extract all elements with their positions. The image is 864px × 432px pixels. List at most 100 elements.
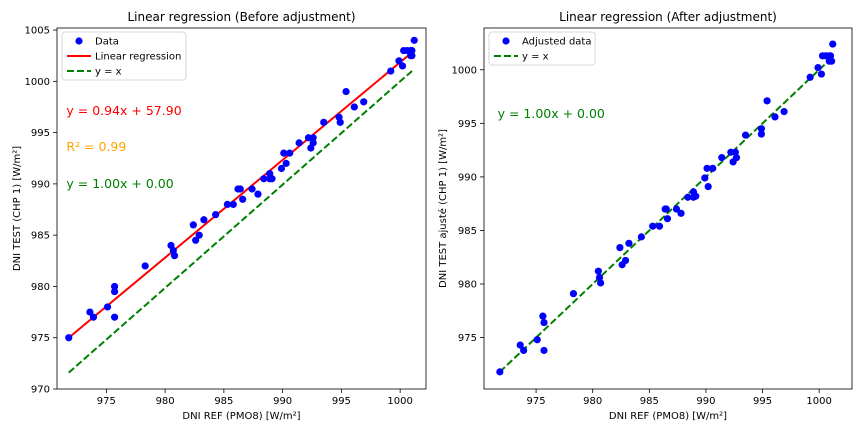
data-point (718, 154, 726, 162)
data-points (65, 36, 418, 342)
data-point (336, 118, 344, 126)
data-point (828, 57, 836, 65)
y-tick-label: 970 (31, 385, 50, 396)
y-tick-label: 975 (458, 333, 477, 344)
data-point (625, 239, 633, 247)
y-tick-label: 995 (31, 128, 50, 139)
data-point (236, 185, 244, 193)
data-point (826, 52, 835, 60)
identity-line (499, 56, 834, 373)
data-point (771, 113, 779, 121)
data-point (663, 215, 672, 223)
series-lines (68, 49, 415, 374)
legend: Data Linear regression y = x (61, 31, 187, 81)
legend-label-data: Data (95, 37, 119, 48)
data-point (192, 236, 200, 244)
data-point (704, 182, 712, 191)
x-tick-label: 990 (696, 396, 715, 407)
data-point (200, 216, 208, 224)
data-point (89, 313, 98, 321)
plot-area (56, 27, 427, 390)
x-tick-label: 990 (273, 396, 292, 407)
data-point (223, 200, 231, 208)
x-axis-label: DNI REF (PMO8) [W/m²] (182, 411, 300, 422)
x-tick-label: 980 (156, 396, 175, 407)
x-tick-label: 975 (97, 396, 116, 407)
data-point (254, 190, 262, 198)
data-point (350, 103, 358, 111)
data-point (398, 62, 407, 70)
equation-annotation: y = 1.00x + 0.00 (66, 176, 173, 191)
equation-annotation: y = 1.00x + 0.00 (498, 106, 605, 121)
data-point (540, 318, 548, 327)
data-point (594, 267, 602, 275)
y-tick-label: 990 (31, 179, 50, 190)
data-point (248, 185, 256, 193)
data-point (295, 139, 303, 147)
data-point (86, 308, 94, 316)
data-point (540, 346, 548, 355)
x-tick-label: 995 (753, 396, 772, 407)
data-point (701, 174, 709, 182)
chart-title: Linear regression (Before adjustment) (127, 10, 355, 24)
data-point (829, 40, 837, 48)
axis-ticks: 975 980 985 990 995 1000 970 975 980 985 990 995 100… (25, 26, 413, 407)
x-tick-label: 1000 (387, 396, 412, 407)
data-point (286, 149, 294, 157)
data-point (763, 97, 771, 105)
chart-before-adjustment: Linear regression (Before adjustment) 97… (12, 10, 427, 422)
data-point (360, 98, 368, 106)
data-point (516, 341, 524, 349)
data-point (268, 175, 276, 183)
data-point (110, 282, 119, 291)
data-points (496, 40, 837, 376)
y-tick-label: 985 (458, 226, 477, 237)
x-tick-label: 995 (332, 396, 351, 407)
data-point (539, 312, 547, 320)
data-point (239, 195, 247, 203)
data-point (277, 164, 286, 173)
y-tick-label: 990 (458, 172, 477, 183)
data-point (408, 52, 416, 60)
y-tick-label: 1000 (25, 77, 50, 88)
legend-marker-adjusted-data (502, 37, 510, 45)
data-point (655, 222, 664, 230)
y-axis-label: DNI TEST ajusté (CHP 1) [W/m²] (437, 129, 449, 288)
data-point (309, 134, 317, 142)
legend-label-identity: y = x (522, 52, 549, 63)
data-point (732, 154, 741, 162)
y-tick-label: 980 (458, 280, 477, 291)
legend-label-regression: Linear regression (95, 52, 181, 63)
data-point (280, 149, 288, 157)
data-point (141, 262, 149, 270)
plot-area (483, 27, 853, 390)
data-point (709, 164, 717, 172)
equation-annotation: y = 0.94x + 57.90 (66, 103, 181, 118)
data-point (320, 118, 328, 126)
data-point (817, 70, 826, 78)
y-tick-label: 985 (31, 231, 50, 242)
data-point (814, 64, 822, 72)
regression-line (68, 49, 415, 339)
x-tick-label: 985 (640, 396, 659, 407)
data-point (595, 273, 604, 282)
x-tick-label: 975 (527, 396, 546, 407)
data-point (672, 205, 681, 213)
data-point (780, 107, 788, 116)
data-point (692, 192, 700, 200)
data-point (103, 303, 112, 311)
data-point (757, 130, 766, 138)
data-point (621, 256, 630, 265)
data-point (703, 164, 711, 172)
data-point (342, 87, 350, 96)
data-point (110, 313, 119, 321)
data-point (741, 131, 750, 139)
data-point (496, 368, 504, 376)
y-tick-label: 975 (31, 333, 50, 344)
data-point (597, 279, 605, 287)
data-point (662, 205, 670, 213)
data-point (110, 287, 119, 296)
data-point (649, 222, 657, 230)
data-point (65, 334, 73, 342)
